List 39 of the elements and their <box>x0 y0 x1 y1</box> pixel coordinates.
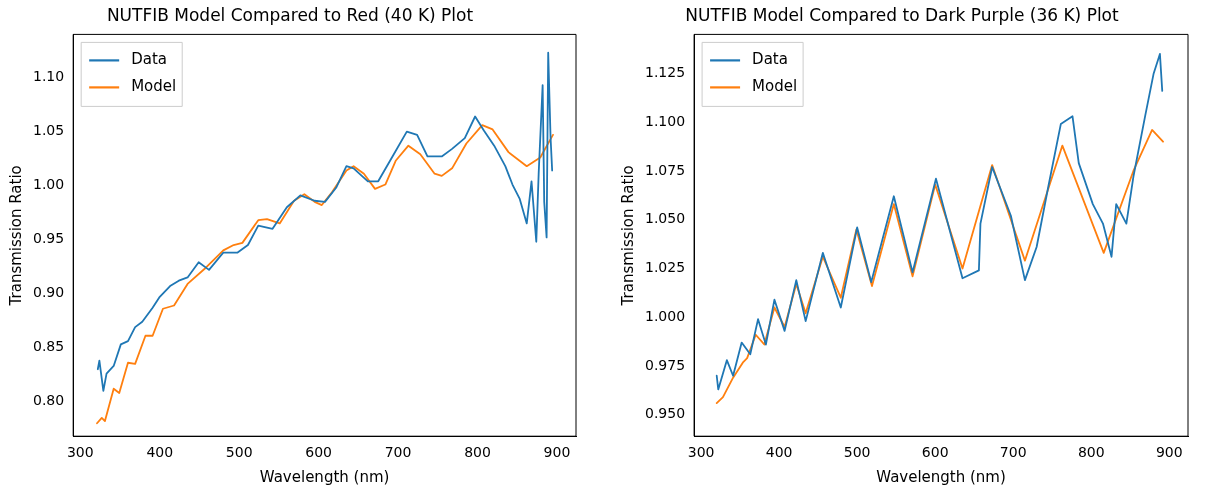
x-tick-label: 800 <box>464 444 491 461</box>
x-tick-label: 300 <box>66 444 94 461</box>
x-tick-label: 600 <box>305 444 332 461</box>
x-tick-label: 800 <box>1077 444 1105 461</box>
y-tick-label: 0.950 <box>644 405 686 422</box>
y-tick-label: 0.80 <box>33 392 65 409</box>
x-tick-label: 900 <box>1155 444 1183 461</box>
y-tick-label: 1.075 <box>644 161 686 178</box>
x-axis-title: Wavelength (nm) <box>876 467 1006 486</box>
legend-label: Model <box>131 77 177 96</box>
y-tick-label: 0.85 <box>33 338 65 355</box>
y-tick-label: 1.05 <box>33 122 65 139</box>
x-tick-label: 300 <box>687 444 715 461</box>
y-tick-label: 1.00 <box>33 176 65 193</box>
x-tick-label: 700 <box>384 444 412 461</box>
y-tick-label: 1.025 <box>644 259 686 276</box>
legend-label: Data <box>131 50 167 69</box>
x-tick-label: 900 <box>543 444 571 461</box>
x-tick-label: 500 <box>843 444 871 461</box>
chart-title: NUTFIB Model Compared to Dark Purple (36 K) Plot <box>685 4 1120 25</box>
y-tick-label: 1.125 <box>644 64 686 81</box>
x-tick-label: 400 <box>765 444 793 461</box>
x-axis-title: Wavelength (nm) <box>259 467 390 486</box>
y-tick-label: 0.90 <box>33 284 65 301</box>
x-tick-label: 400 <box>146 444 174 461</box>
y-tick-label: 1.100 <box>644 112 686 129</box>
y-axis-title: Transmission Ratio <box>618 165 637 307</box>
x-tick-label: 700 <box>999 444 1027 461</box>
y-tick-label: 1.050 <box>644 210 686 227</box>
y-tick-label: 1.10 <box>33 68 65 85</box>
x-tick-label: 600 <box>921 444 949 461</box>
y-tick-label: 0.975 <box>644 356 686 373</box>
legend-label: Data <box>752 50 788 69</box>
y-tick-label: 1.000 <box>644 307 686 324</box>
chart-title: NUTFIB Model Compared to Red (40 K) Plot <box>106 4 474 25</box>
y-axis-title: Transmission Ratio <box>6 165 25 307</box>
y-tick-label: 0.95 <box>33 230 65 247</box>
legend-label: Model <box>752 77 798 96</box>
x-tick-label: 500 <box>225 444 253 461</box>
